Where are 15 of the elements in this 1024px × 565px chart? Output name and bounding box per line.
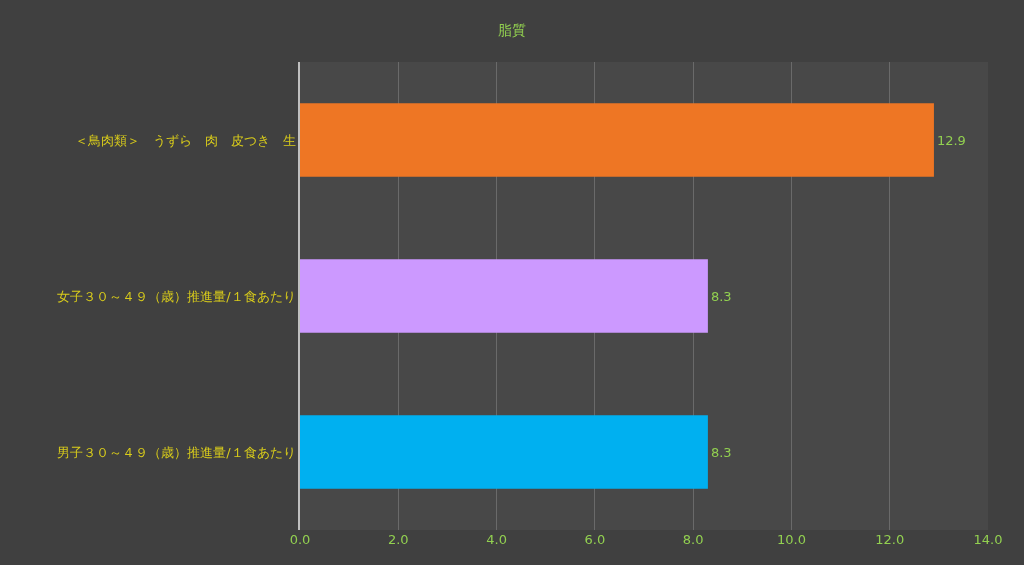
- data-label: 8.3: [710, 444, 732, 460]
- data-label: 12.9: [936, 132, 966, 148]
- data-label: 8.3: [710, 288, 732, 304]
- y-tick-label: ＜鳥肉類＞ うずら 肉 皮つき 生: [74, 132, 296, 148]
- y-tick-label: 女子３０～４９（歳）推進量/１食あたり: [57, 288, 296, 304]
- x-tick-label: 6.0: [584, 532, 606, 547]
- x-tick-label: 8.0: [682, 532, 704, 547]
- x-tick-label: 2.0: [387, 532, 409, 547]
- x-tick-label: 14.0: [973, 532, 1003, 547]
- x-tick-label: 4.0: [486, 532, 507, 547]
- x-tick-label: 0.0: [289, 532, 311, 547]
- y-tick-label: 男子３０～４９（歳）推進量/１食あたり: [57, 444, 296, 460]
- chart-title: 脂質: [498, 22, 526, 39]
- x-tick-label: 10.0: [776, 532, 806, 547]
- x-tick-label: 12.0: [875, 532, 905, 547]
